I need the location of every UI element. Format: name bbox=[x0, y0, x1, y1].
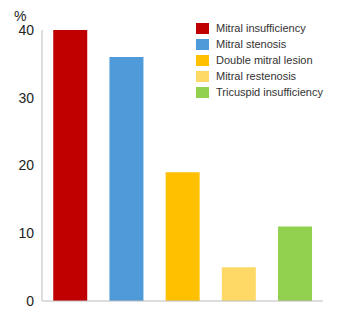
svg-text:30: 30 bbox=[18, 90, 34, 106]
html-text:Double mitral lesion: Double mitral lesion bbox=[216, 54, 313, 66]
svg-text:40: 40 bbox=[18, 22, 34, 38]
html-text:Tricuspid insufficiency: Tricuspid insufficiency bbox=[216, 86, 323, 98]
html-text:Mitral restenosis: Mitral restenosis bbox=[216, 70, 297, 82]
html-text:Mitral insufficiency: Mitral insufficiency bbox=[216, 22, 306, 34]
svg-text:20: 20 bbox=[18, 157, 34, 173]
svg-text:0: 0 bbox=[26, 293, 34, 309]
svg-text:10: 10 bbox=[18, 225, 34, 241]
html-text:Mitral stenosis: Mitral stenosis bbox=[216, 38, 287, 50]
